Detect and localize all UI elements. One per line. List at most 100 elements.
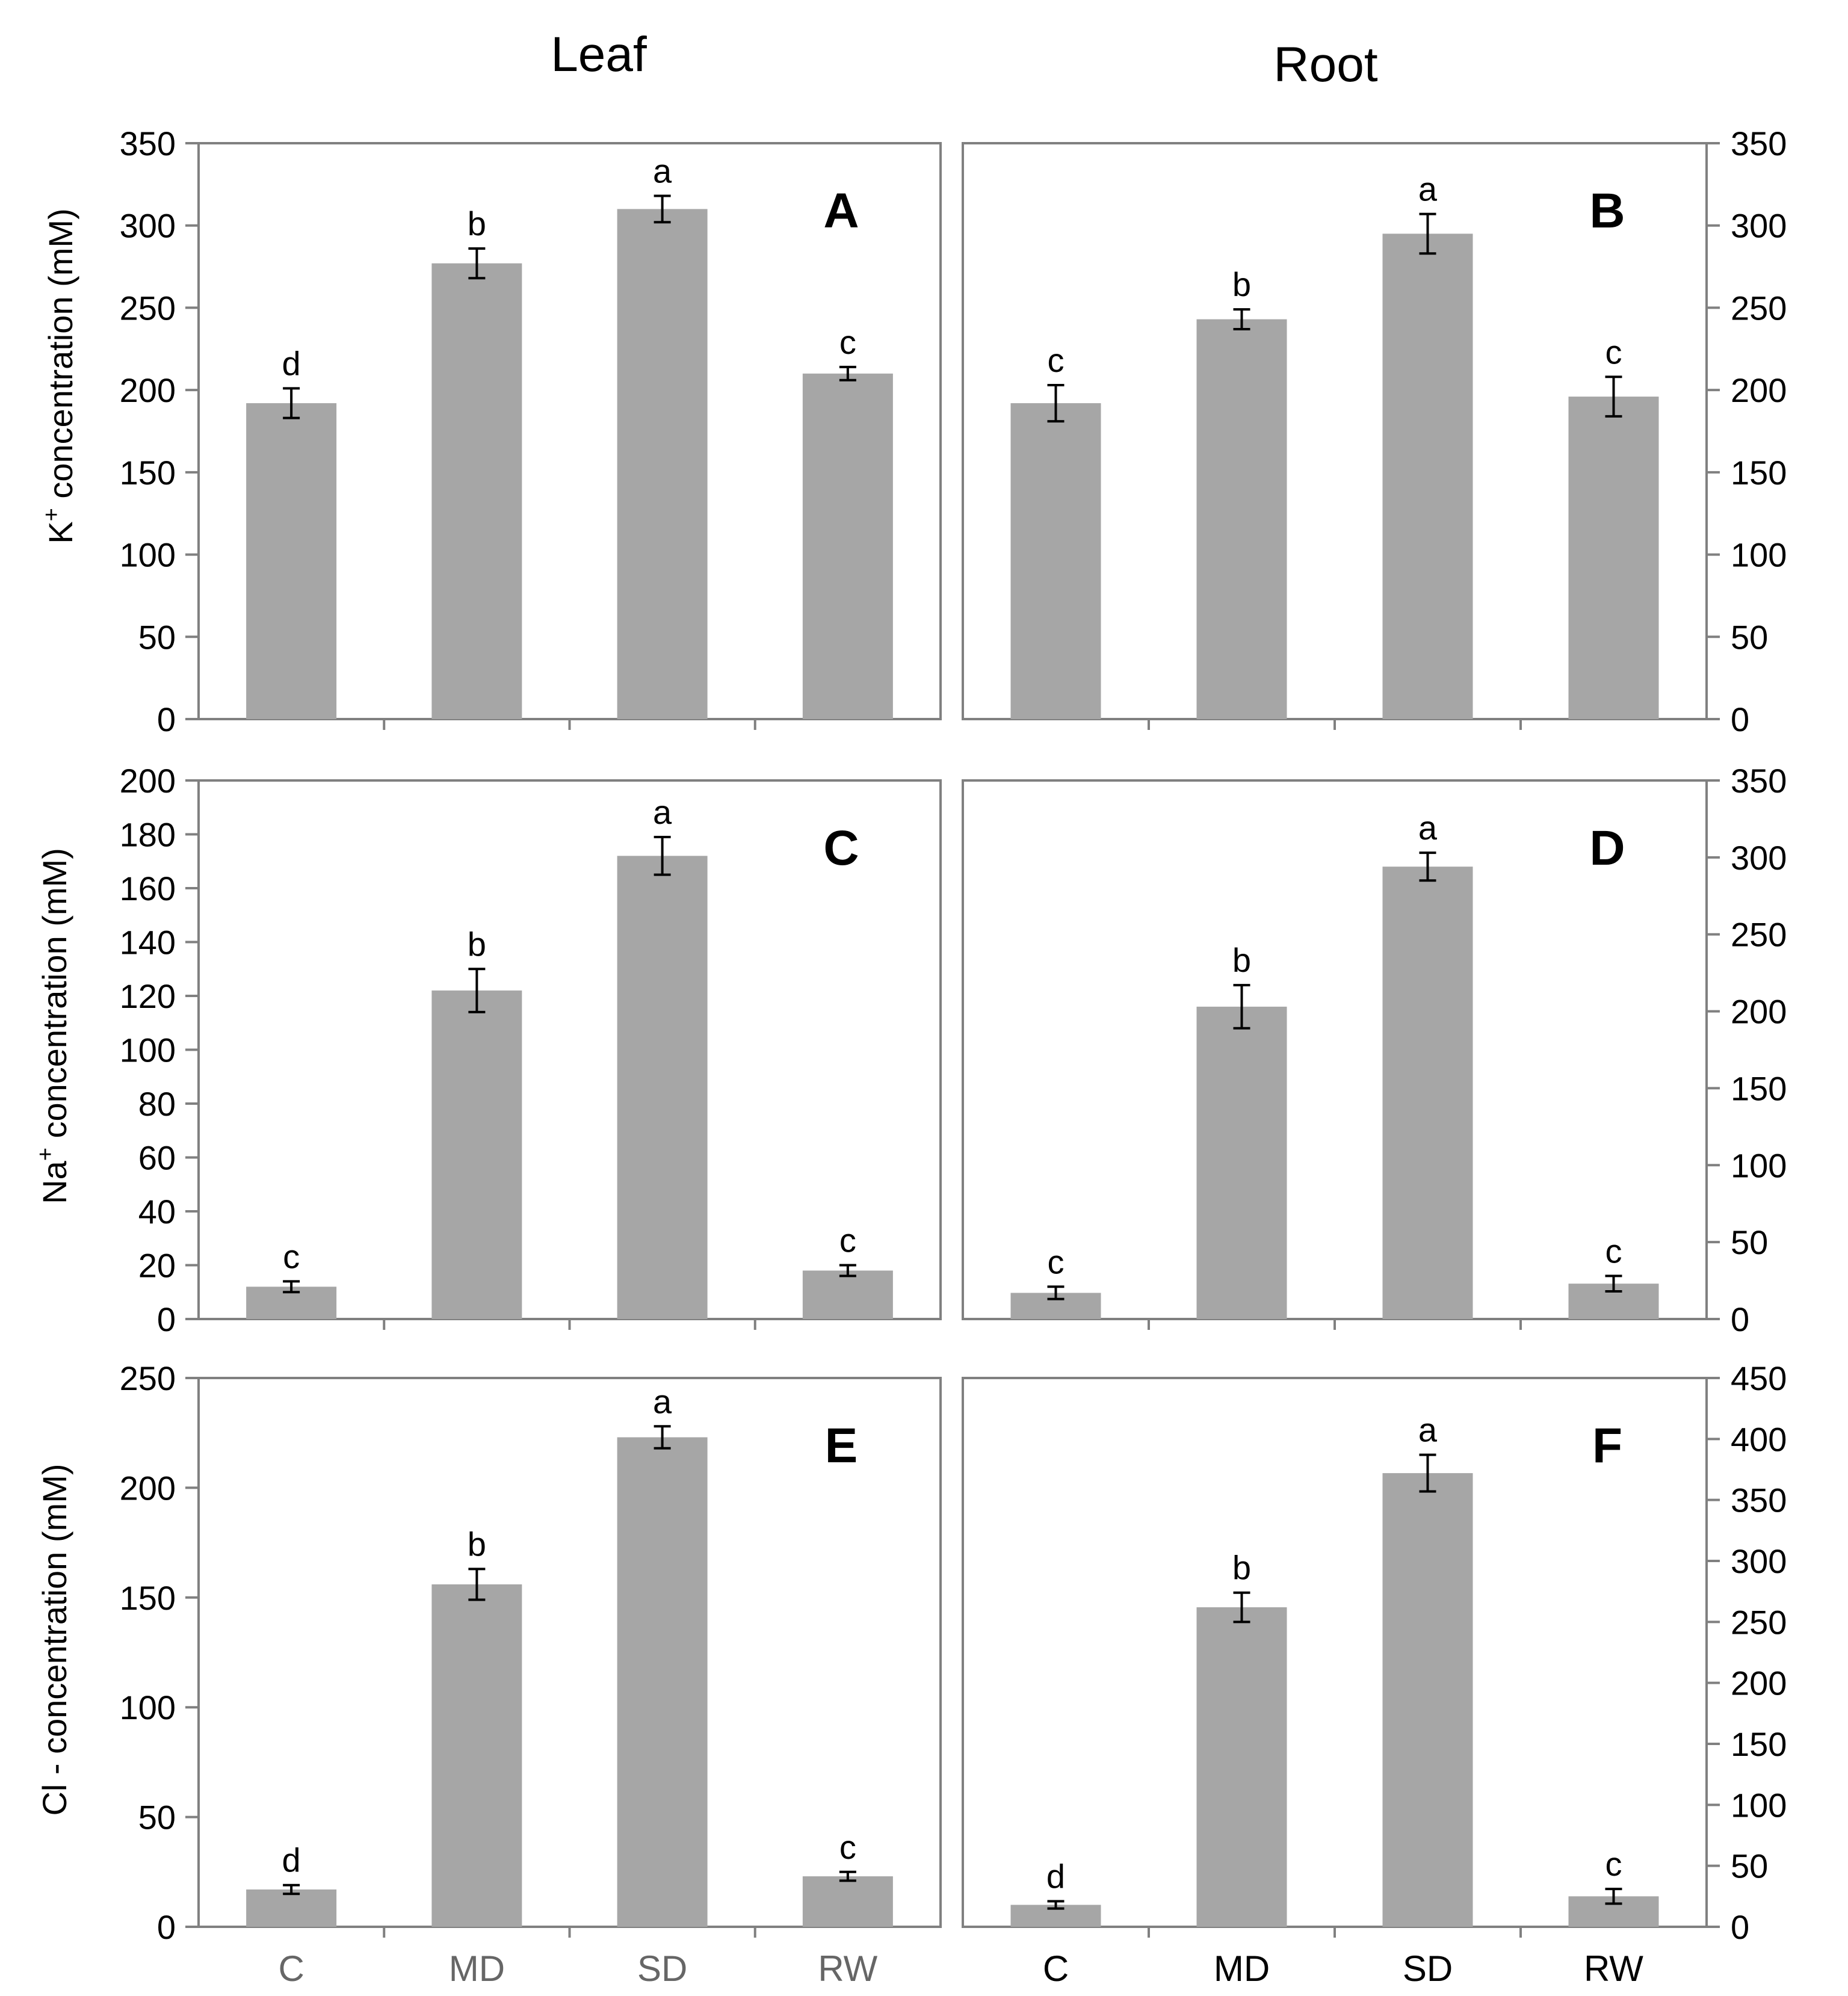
panel-label-d: D [1589, 821, 1625, 876]
bar-c [246, 1889, 337, 1927]
y-tick-label: 300 [1731, 1542, 1787, 1580]
y-tick-label: 120 [120, 977, 176, 1015]
y-tick-label: 100 [120, 1031, 176, 1069]
column-title-root: Root [1273, 37, 1377, 92]
y-axis-title-rest: concentration (mM) [42, 208, 79, 508]
significance-letter: a [1418, 809, 1438, 847]
panel-f: 0 50 100 150 200 250 300 350 400 450 d b a c F C MD SD RW [962, 1359, 1787, 1989]
significance-letter: c [1048, 1243, 1065, 1281]
bar-md [1196, 1607, 1287, 1927]
x-category-label: MD [1214, 1948, 1270, 1989]
y-tick-label: 300 [1731, 207, 1787, 245]
y-tick-label: 350 [1731, 125, 1787, 162]
y-tick-label: 150 [1731, 454, 1787, 492]
panel-c: 0 20 40 60 80 100 120 140 160 180 200 c b a c C Na+ conc… [33, 762, 942, 1338]
bar-sd [617, 856, 708, 1319]
bar-rw [1568, 397, 1659, 719]
bar-md [431, 990, 522, 1319]
y-tick-label: 140 [120, 924, 176, 962]
significance-letter: c [1605, 1845, 1622, 1883]
y-tick-label: 150 [1731, 1069, 1787, 1107]
panel-label-e: E [825, 1418, 858, 1473]
significance-letter: b [468, 205, 486, 243]
y-axis-title-main: Cl - concentration (mM) [36, 1463, 73, 1815]
significance-letter: d [282, 344, 301, 382]
y-tick-label: 200 [1731, 993, 1787, 1031]
x-category-label: RW [818, 1948, 877, 1989]
y-tick-label: 350 [1731, 762, 1787, 800]
x-category-label: MD [449, 1948, 505, 1989]
x-category-label: RW [1584, 1948, 1643, 1989]
y-tick-label: 0 [1731, 700, 1749, 738]
y-tick-label: 50 [1731, 1847, 1768, 1885]
y-tick-label: 0 [1731, 1908, 1749, 1946]
y-tick-label: 100 [1731, 1786, 1787, 1824]
panel-b: 0 50 100 150 200 250 300 350 c b a c B [962, 125, 1787, 738]
y-axis-title-sup: + [33, 1148, 58, 1161]
y-axis-title-rest: concentration (mM) [36, 848, 73, 1148]
y-tick-label: 0 [157, 700, 176, 738]
bar-md [1196, 319, 1287, 719]
x-category-label: SD [637, 1948, 687, 1989]
bar-rw [802, 1876, 893, 1927]
significance-letter: a [653, 793, 672, 831]
y-tick-label: 250 [1731, 289, 1787, 327]
y-tick-label: 250 [120, 1359, 176, 1397]
significance-letter: c [1605, 333, 1622, 371]
y-tick-label: 150 [120, 454, 176, 492]
y-axis-title-a: K+ concentration (mM) [39, 208, 79, 544]
bar-sd [617, 209, 708, 719]
significance-letter: b [1232, 941, 1251, 979]
significance-letter: c [839, 1828, 856, 1866]
panel-e: 0 50 100 150 200 250 d b a c E C MD SD RW Cl - concentr… [36, 1359, 942, 1989]
significance-letter: c [839, 323, 856, 361]
significance-letter: a [1418, 1411, 1438, 1449]
y-axis-title-c: Na+ concentration (mM) [33, 848, 73, 1204]
bar-sd [1382, 233, 1473, 719]
y-tick-label: 80 [138, 1085, 176, 1123]
significance-letter: d [1046, 1857, 1065, 1895]
x-category-label: SD [1403, 1948, 1453, 1989]
significance-letter: b [468, 925, 486, 963]
bar-c [246, 403, 337, 719]
significance-letter: c [1605, 1232, 1622, 1270]
y-tick-label: 250 [120, 289, 176, 327]
x-category-label: C [278, 1948, 304, 1989]
bar-md [1196, 1006, 1287, 1319]
y-tick-label: 250 [1731, 916, 1787, 954]
y-tick-label: 0 [157, 1908, 176, 1946]
y-tick-label: 200 [1731, 371, 1787, 409]
y-tick-label: 200 [1731, 1664, 1787, 1702]
bar-md [431, 263, 522, 719]
y-axis-title-main: K [42, 521, 79, 543]
bar-sd [1382, 1473, 1473, 1927]
bar-c [1010, 403, 1101, 719]
y-tick-label: 0 [157, 1300, 176, 1338]
y-tick-label: 100 [1731, 1146, 1787, 1184]
significance-letter: b [468, 1525, 486, 1563]
y-tick-label: 20 [138, 1247, 176, 1285]
y-tick-label: 200 [120, 371, 176, 409]
panel-d: 0 50 100 150 200 250 300 350 c b a c D [962, 762, 1787, 1338]
panel-label-b: B [1589, 184, 1625, 238]
y-tick-label: 350 [1731, 1482, 1787, 1519]
y-tick-label: 100 [1731, 536, 1787, 574]
bar-sd [617, 1437, 708, 1927]
y-tick-label: 50 [1731, 1223, 1768, 1261]
y-tick-label: 300 [120, 207, 176, 245]
panel-label-a: A [823, 184, 859, 238]
panel-label-c: C [823, 821, 859, 876]
y-axis-title-sup: + [39, 508, 64, 521]
panel-a: 0 50 100 150 200 250 300 350 d b a c A K+ concentrati… [39, 125, 942, 738]
significance-letter: c [283, 1237, 300, 1275]
bar-md [431, 1584, 522, 1927]
y-tick-label: 350 [120, 125, 176, 162]
y-tick-label: 150 [1731, 1725, 1787, 1763]
y-axis-title-main: Na [36, 1160, 73, 1203]
x-category-label: C [1043, 1948, 1069, 1989]
y-tick-label: 100 [120, 536, 176, 574]
y-tick-label: 60 [138, 1139, 176, 1177]
y-tick-label: 200 [120, 762, 176, 800]
y-tick-label: 400 [1731, 1420, 1787, 1458]
